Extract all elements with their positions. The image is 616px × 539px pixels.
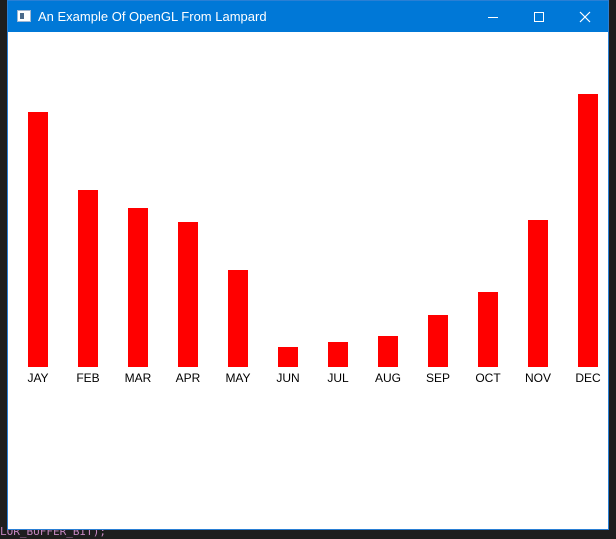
bar-jay — [28, 112, 48, 367]
bar-dec — [578, 94, 598, 367]
background-editor-strip — [0, 0, 8, 539]
month-label-sep: SEP — [426, 371, 450, 385]
month-label-aug: AUG — [375, 371, 401, 385]
bar-jul — [328, 342, 348, 367]
bar-sep — [428, 315, 448, 367]
close-icon — [579, 11, 591, 22]
month-label-dec: DEC — [575, 371, 601, 385]
bar-jun — [278, 347, 298, 367]
month-label-jul: JUL — [327, 371, 349, 385]
month-label-mar: MAR — [125, 371, 152, 385]
bar-aug — [378, 336, 398, 367]
bar-feb — [78, 190, 98, 367]
month-label-may: MAY — [225, 371, 250, 385]
month-label-jay: JAY — [27, 371, 48, 385]
month-label-oct: OCT — [475, 371, 501, 385]
bar-oct — [478, 292, 498, 367]
close-button[interactable] — [562, 1, 608, 32]
bar-may — [228, 270, 248, 367]
month-label-nov: NOV — [525, 371, 551, 385]
title-bar[interactable]: An Example Of OpenGL From Lampard — [8, 1, 608, 32]
opengl-canvas[interactable]: JAY FEB MAR APR MAY JUN JUL AUG SEP OCT NOV DEC — [8, 32, 608, 529]
app-icon[interactable] — [17, 10, 31, 22]
bar-apr — [178, 222, 198, 367]
bar-mar — [128, 208, 148, 367]
window-title: An Example Of OpenGL From Lampard — [38, 9, 267, 24]
month-label-feb: FEB — [76, 371, 99, 385]
minimize-button[interactable] — [470, 1, 516, 32]
bar-chart: JAY FEB MAR APR MAY JUN JUL AUG SEP OCT NOV DEC — [27, 94, 601, 385]
opengl-window: An Example Of OpenGL From Lampard JAY FEB… — [7, 0, 609, 530]
maximize-button[interactable] — [516, 1, 562, 32]
bar-nov — [528, 220, 548, 367]
maximize-icon — [534, 11, 544, 22]
minimize-icon — [488, 16, 498, 18]
month-label-apr: APR — [176, 371, 201, 385]
month-label-jun: JUN — [276, 371, 299, 385]
